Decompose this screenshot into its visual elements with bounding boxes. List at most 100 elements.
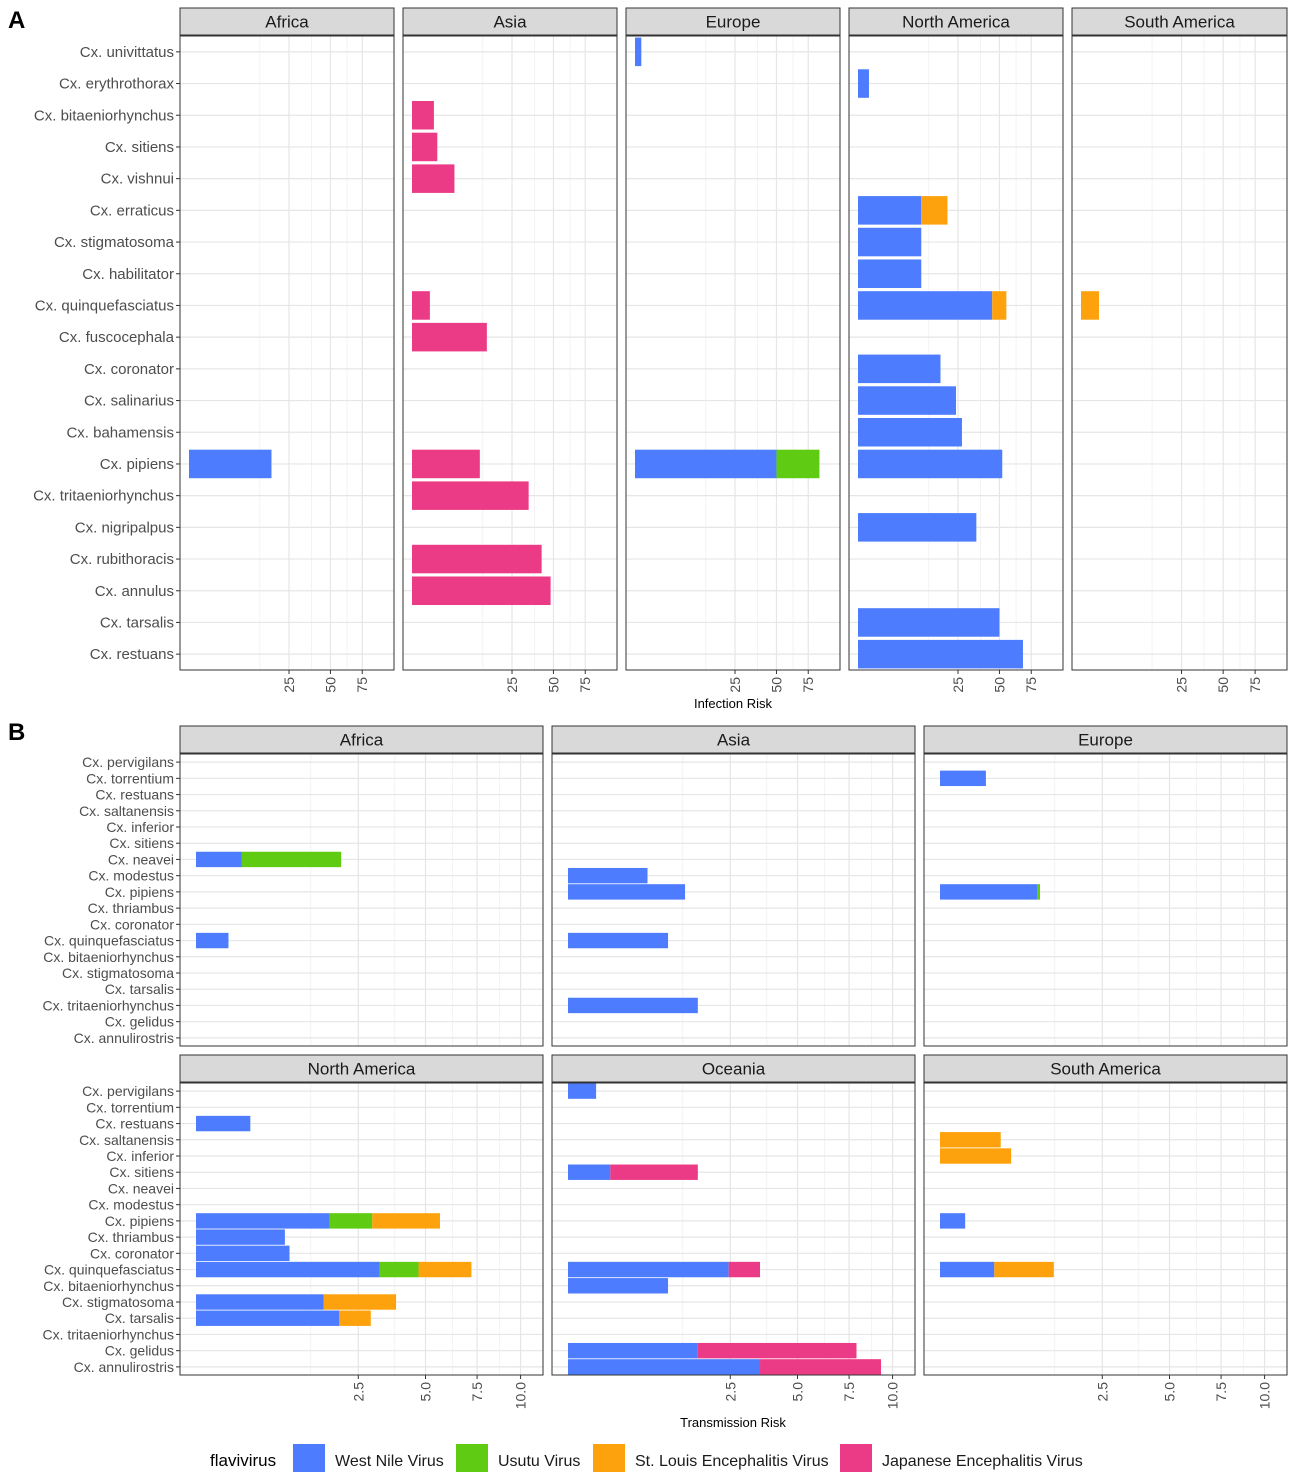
x-axis-title-b: Transmission Risk xyxy=(680,1415,786,1430)
facet-strip-south-america xyxy=(923,1054,1288,1083)
bar-oceania-cx-sitiens-west-nile-virus xyxy=(568,1164,611,1180)
bar-asia-cx-modestus-west-nile-virus xyxy=(568,867,648,884)
y-tick-label: Cx. pervigilans xyxy=(82,1083,174,1099)
panel-border-asia xyxy=(402,35,618,671)
y-tick-label: Cx. modestus xyxy=(88,1197,174,1213)
legend-swatch-japanese-encephalitis-virus xyxy=(840,1444,872,1472)
y-tick-label: Cx. bitaeniorhynchus xyxy=(34,107,174,124)
facet-strip-oceania xyxy=(551,1054,916,1083)
facet-strip-europe xyxy=(625,7,841,36)
y-tick-label: Cx. vishnui xyxy=(101,171,174,188)
bar-north-america-cx-quinquefasciatus-west-nile-virus xyxy=(196,1261,380,1278)
bar-north-america-cx-tarsalis-west-nile-virus xyxy=(858,608,1000,637)
y-tick-label: Cx. pipiens xyxy=(105,884,174,900)
y-tick-label: Cx. saltanensis xyxy=(79,1132,174,1148)
x-axis-title-a: Infection Risk xyxy=(694,696,773,711)
y-tick-label: Cx. coronator xyxy=(90,916,174,932)
y-tick-label: Cx. quinquefasciatus xyxy=(44,1262,174,1278)
x-tick-label: 10.0 xyxy=(513,1382,529,1409)
facet-title-north-america: North America xyxy=(902,13,1010,32)
bar-north-america-cx-pipiens-usutu-virus xyxy=(329,1213,373,1229)
bar-south-america-cx-pipiens-west-nile-virus xyxy=(940,1213,966,1229)
x-tick-label: 2.5 xyxy=(350,1382,366,1402)
y-tick-label: Cx. saltanensis xyxy=(79,803,174,819)
y-tick-label: Cx. neavei xyxy=(108,1180,174,1196)
y-tick-label: Cx. bitaeniorhynchus xyxy=(43,949,174,965)
facet-strip-africa xyxy=(179,7,395,36)
x-tick-label: 2.5 xyxy=(1094,1382,1110,1402)
legend-label-japanese-encephalitis-virus: Japanese Encephalitis Virus xyxy=(882,1453,1083,1470)
bar-asia-cx-tritaeniorhynchus-japanese-encephalitis-virus xyxy=(412,481,529,510)
bars-layer xyxy=(189,37,1099,1472)
panel-border-north-america xyxy=(848,35,1064,671)
bar-oceania-cx-annulirostris-japanese-encephalitis-virus xyxy=(760,1359,882,1375)
bar-europe-cx-pipiens-usutu-virus xyxy=(776,449,820,479)
x-tick-label: 75 xyxy=(1247,677,1263,693)
x-tick-label: 25 xyxy=(1174,677,1190,693)
bar-north-america-cx-quinquefasciatus-west-nile-virus xyxy=(858,291,993,320)
y-tick-label: Cx. bitaeniorhynchus xyxy=(43,1278,174,1294)
x-tick-label: 50 xyxy=(768,677,784,693)
bar-africa-cx-neavei-west-nile-virus xyxy=(196,851,242,868)
y-tick-label: Cx. torrentium xyxy=(86,770,174,786)
bar-asia-cx-rubithoracis-japanese-encephalitis-virus xyxy=(412,544,542,574)
facet-title-asia: Asia xyxy=(493,13,527,32)
y-tick-label: Cx. quinquefasciatus xyxy=(35,297,174,314)
y-tick-label: Cx. stigmatosoma xyxy=(54,234,175,251)
y-tick-label: Cx. stigmatosoma xyxy=(62,965,174,981)
bar-europe-cx-pipiens-west-nile-virus xyxy=(635,449,777,479)
bar-oceania-cx-gelidus-west-nile-virus xyxy=(568,1342,698,1359)
x-tick-label: 10.0 xyxy=(1257,1382,1273,1409)
bar-north-america-cx-pipiens-st-louis-encephalitis-virus xyxy=(372,1213,440,1229)
bar-asia-cx-tritaeniorhynchus-west-nile-virus xyxy=(568,997,698,1014)
bar-north-america-cx-coronator-west-nile-virus xyxy=(196,1245,290,1262)
bar-north-america-cx-tarsalis-st-louis-encephalitis-virus xyxy=(339,1310,371,1326)
facet-strip-south-america xyxy=(1071,7,1288,36)
facet-title-south-america: South America xyxy=(1124,13,1235,32)
x-tick-label: 75 xyxy=(354,677,370,693)
y-tick-label: Cx. modestus xyxy=(88,868,174,884)
bar-oceania-cx-quinquefasciatus-west-nile-virus xyxy=(568,1261,729,1278)
panel-border-europe xyxy=(625,35,841,671)
y-tick-label: Cx. inferior xyxy=(106,819,174,835)
panel-border-south-america xyxy=(1071,35,1288,671)
x-tick-label: 50 xyxy=(322,677,338,693)
bar-asia-cx-sitiens-japanese-encephalitis-virus xyxy=(412,132,438,162)
bar-europe-cx-pipiens-usutu-virus xyxy=(1037,884,1041,900)
bar-north-america-cx-erraticus-st-louis-encephalitis-virus xyxy=(921,196,948,225)
legend-swatch-usutu-virus xyxy=(456,1444,488,1472)
x-tick-label: 75 xyxy=(577,677,593,693)
facet-title-africa: Africa xyxy=(340,731,384,750)
text-layer: A Africa 25 50 75 Cx. univittatus Cx. erythrot… xyxy=(8,7,1273,1470)
y-tick-label: Cx. quinquefasciatus xyxy=(44,933,174,949)
x-tick-label: 50 xyxy=(1215,677,1231,693)
bar-asia-cx-quinquefasciatus-japanese-encephalitis-virus xyxy=(412,291,430,320)
facet-title-south-america: South America xyxy=(1050,1060,1161,1079)
bar-oceania-cx-bitaeniorhynchus-west-nile-virus xyxy=(568,1278,669,1294)
bar-north-america-cx-restuans-west-nile-virus xyxy=(858,639,1023,669)
facet-strip-asia xyxy=(551,725,916,754)
x-tick-label: 50 xyxy=(991,677,1007,693)
y-tick-label: Cx. tritaeniorhynchus xyxy=(42,997,174,1013)
facet-title-north-america: North America xyxy=(308,1060,416,1079)
x-tick-label: 75 xyxy=(800,677,816,693)
facet-strip-north-america xyxy=(848,7,1064,36)
bar-europe-cx-pipiens-west-nile-virus xyxy=(940,884,1038,900)
y-tick-label: Cx. pipiens xyxy=(100,456,174,473)
bar-oceania-cx-annulirostris-west-nile-virus xyxy=(568,1359,761,1375)
bar-asia-cx-vishnui-japanese-encephalitis-virus xyxy=(412,164,455,193)
bar-africa-cx-pipiens-west-nile-virus xyxy=(189,449,272,479)
y-tick-label: Cx. thriambus xyxy=(88,1229,174,1245)
bar-asia-cx-bitaeniorhynchus-japanese-encephalitis-virus xyxy=(412,100,434,130)
bar-north-america-cx-coronator-west-nile-virus xyxy=(858,354,941,384)
legend-swatch-st-louis-encephalitis-virus xyxy=(593,1444,625,1472)
x-tick-label: 5.0 xyxy=(1162,1382,1178,1402)
panel-border-north-america xyxy=(179,1082,544,1376)
y-tick-label: Cx. thriambus xyxy=(88,900,174,916)
bar-south-america-cx-quinquefasciatus-st-louis-encephalitis-virus xyxy=(994,1261,1054,1278)
bar-north-america-cx-bahamensis-west-nile-virus xyxy=(858,417,962,447)
bar-north-america-cx-pipiens-west-nile-virus xyxy=(858,449,1003,479)
bar-north-america-cx-salinarius-west-nile-virus xyxy=(858,386,956,415)
x-tick-label: 25 xyxy=(950,677,966,693)
bar-africa-cx-neavei-usutu-virus xyxy=(241,851,342,868)
